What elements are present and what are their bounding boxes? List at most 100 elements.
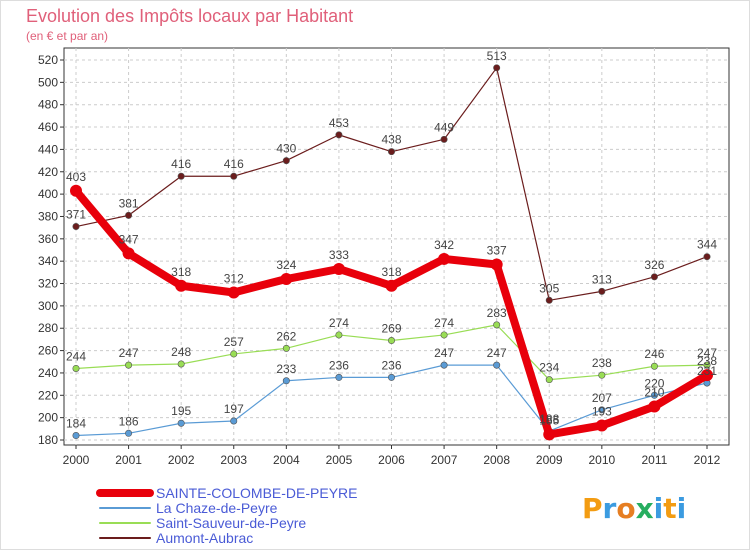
data-point	[280, 273, 293, 286]
y-tick-label: 340	[38, 254, 58, 268]
y-tick-label: 220	[38, 388, 58, 402]
x-tick-label: 2011	[642, 453, 668, 467]
data-point	[440, 135, 448, 143]
logo-letter: o	[616, 492, 635, 525]
data-label: 185	[539, 413, 559, 427]
data-label: 438	[381, 133, 401, 147]
data-label: 248	[171, 345, 191, 359]
data-point	[701, 369, 713, 382]
x-tick-label: 2008	[483, 453, 510, 467]
data-point	[703, 361, 711, 369]
data-label: 344	[697, 238, 717, 252]
y-tick-label: 500	[38, 75, 58, 89]
data-point	[335, 373, 343, 381]
data-point	[387, 148, 395, 156]
x-tick-label: 2001	[115, 453, 142, 467]
logo-letter: t	[663, 492, 676, 525]
data-label: 246	[644, 347, 664, 361]
data-label: 247	[434, 346, 454, 360]
data-label: 513	[487, 49, 507, 63]
data-point	[650, 273, 658, 281]
y-tick-label: 300	[38, 299, 58, 313]
data-label: 247	[697, 346, 717, 360]
data-point	[650, 362, 658, 370]
data-label: 430	[276, 142, 296, 156]
data-label: 453	[329, 116, 349, 130]
chart-subtitle: (en € et par an)	[26, 29, 108, 43]
data-label: 188	[539, 412, 559, 426]
y-tick-label: 240	[38, 366, 58, 380]
data-point	[598, 371, 606, 379]
data-label: 274	[434, 316, 454, 330]
data-point	[72, 432, 80, 440]
data-point	[122, 247, 135, 260]
data-label: 283	[487, 306, 507, 320]
data-point	[385, 279, 398, 292]
chart-title: Evolution des Impôts locaux par Habitant	[26, 6, 353, 26]
data-label: 236	[329, 358, 349, 372]
data-point	[72, 223, 80, 231]
x-tick-label: 2006	[378, 453, 405, 467]
data-label: 195	[171, 404, 191, 418]
x-tick-label: 2009	[536, 453, 563, 467]
y-tick-label: 480	[38, 98, 58, 112]
data-label: 416	[171, 157, 191, 171]
legend-label: Saint-Sauveur-de-Peyre	[156, 515, 306, 531]
svg-text:Proxiti: Proxiti	[582, 492, 686, 525]
data-label: 262	[276, 329, 296, 343]
data-label: 318	[171, 265, 191, 279]
data-label: 210	[644, 385, 664, 399]
data-label: 233	[276, 362, 296, 376]
data-point	[440, 361, 448, 369]
x-tick-label: 2012	[694, 453, 721, 467]
data-label: 231	[697, 364, 717, 378]
y-tick-label: 180	[38, 433, 58, 447]
y-tick-label: 440	[38, 142, 58, 156]
data-label: 312	[224, 271, 244, 285]
data-point	[440, 331, 448, 339]
data-label: 342	[434, 238, 454, 252]
y-tick-label: 460	[38, 120, 58, 134]
grid	[64, 48, 729, 445]
data-point	[493, 321, 501, 329]
legend-label: La Chaze-de-Peyre	[156, 500, 278, 516]
data-label: 416	[224, 157, 244, 171]
data-point	[545, 376, 553, 384]
data-point	[598, 406, 606, 414]
data-label: 347	[119, 232, 139, 246]
data-label: 403	[66, 170, 86, 184]
x-tick-label: 2003	[220, 453, 247, 467]
data-point	[493, 64, 501, 72]
data-point	[70, 184, 82, 197]
data-point	[227, 286, 240, 299]
x-tick-label: 2010	[588, 453, 615, 467]
data-point	[175, 279, 188, 292]
data-label: 274	[329, 316, 349, 330]
data-point	[282, 377, 290, 385]
x-tick-label: 2005	[326, 453, 353, 467]
data-point	[282, 157, 290, 165]
legend-label: SAINTE-COLOMBE-DE-PEYRE	[156, 485, 357, 501]
data-point	[543, 428, 556, 441]
data-label: 324	[276, 258, 296, 272]
data-label: 236	[381, 358, 401, 372]
y-tick-label: 260	[38, 344, 58, 358]
data-point	[177, 172, 185, 180]
data-label: 381	[119, 196, 139, 210]
data-label: 186	[119, 414, 139, 428]
legend-label: Aumont-Aubrac	[156, 530, 253, 546]
data-label: 371	[66, 208, 86, 222]
data-label: 220	[644, 376, 664, 390]
data-point	[335, 331, 343, 339]
x-axis: 2000 2001 2002 2003 2004 2005 2006 2007 2008 2009…	[63, 445, 721, 467]
data-label: 337	[487, 244, 507, 258]
y-tick-label: 280	[38, 321, 58, 335]
data-point	[493, 361, 501, 369]
logo-letter: x	[636, 492, 654, 525]
x-tick-label: 2004	[273, 453, 300, 467]
plot-area	[63, 47, 730, 446]
data-label: 333	[329, 248, 349, 262]
y-tick-label: 520	[38, 53, 58, 67]
y-tick-label: 400	[38, 187, 58, 201]
